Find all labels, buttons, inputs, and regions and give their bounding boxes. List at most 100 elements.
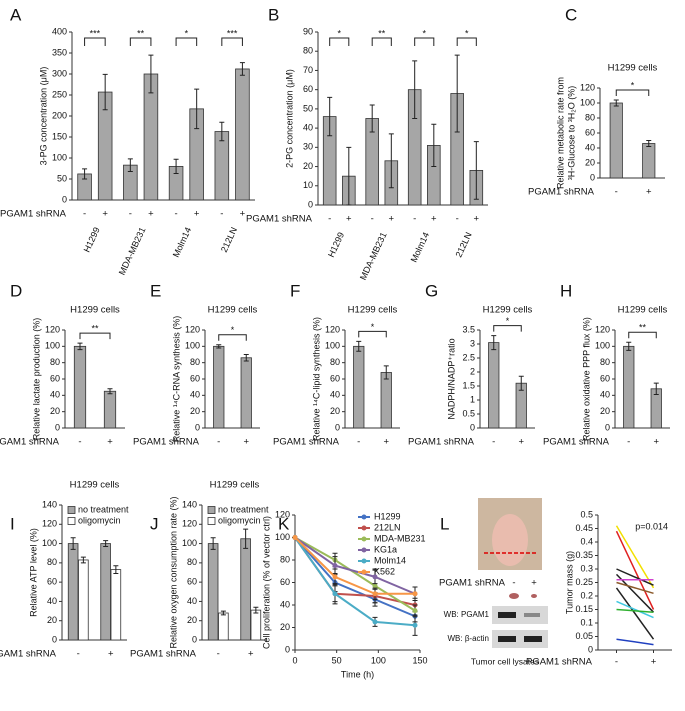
category-label: H1299: [82, 226, 102, 254]
error-bar: [327, 96, 333, 137]
sign-label: +: [248, 649, 254, 660]
x-axis-label: Time (h): [341, 669, 374, 679]
y-tick-label: 120: [325, 324, 340, 334]
y-tick-label: 0: [55, 422, 60, 432]
condition-label: PGAM1 shRNA: [246, 214, 313, 225]
error-bar: [388, 133, 394, 189]
y-tick-label: 40: [303, 122, 313, 132]
y-tick-label: 80: [190, 357, 200, 367]
significance-label: *: [422, 28, 426, 38]
y-tick-label: 2: [470, 366, 475, 376]
bar: [103, 390, 117, 429]
error-bar: [491, 335, 497, 351]
x-tick-label: 50: [332, 655, 342, 665]
sign-label: -: [83, 209, 86, 220]
bar: [207, 543, 219, 641]
y-tick-label: 80: [187, 557, 197, 567]
significance-bracket: [371, 37, 392, 46]
sign-label: -: [492, 437, 495, 448]
panel-letter: K: [278, 514, 290, 533]
condition-label: PGAM1 shRNA: [130, 649, 197, 660]
y-tick-label: 0.2: [580, 590, 593, 600]
sign-label: +: [194, 209, 200, 220]
y-tick-label: 40: [190, 390, 200, 400]
y-tick-label: 40: [280, 599, 290, 609]
blot-band: [498, 636, 516, 642]
error-bar: [77, 342, 83, 351]
panel-title: H1299 cells: [210, 480, 260, 491]
error-bar: [454, 54, 460, 133]
panel-title: H1299 cells: [70, 305, 120, 316]
significance-bracket: [175, 37, 198, 46]
legend-marker: [361, 514, 367, 520]
y-tick-label: 120: [182, 519, 197, 529]
legend-label: K562: [374, 566, 395, 576]
sign-label: -: [217, 649, 220, 660]
pair-line: [615, 525, 655, 589]
y-axis-label: Relative ¹⁴C-lipid synthesis (%): [311, 317, 321, 441]
significance-bracket: [628, 331, 657, 339]
condition-label: PGAM1 shRNA: [528, 187, 595, 198]
error-bar: [243, 354, 249, 362]
y-axis-label: Tumor mass (g): [564, 551, 574, 614]
significance-bracket: [79, 332, 111, 340]
y-axis-label: Cell proliferation (% of vector ctrl): [261, 516, 271, 649]
significance-bracket: [493, 325, 522, 332]
sign-label: +: [102, 209, 108, 220]
y-tick-label: 50: [57, 173, 67, 183]
panel-letter: J: [150, 514, 159, 533]
sign-label: +: [474, 214, 480, 225]
pair-line: [615, 587, 655, 640]
legend-label: MDA-MB231: [374, 533, 426, 543]
panel-letter: E: [150, 281, 161, 300]
pair-line: [615, 530, 655, 610]
y-tick-label: 20: [585, 157, 595, 167]
bar: [218, 612, 229, 641]
pair-line: [615, 573, 655, 613]
tumor: [531, 594, 537, 598]
y-tick-label: 80: [585, 112, 595, 122]
condition-label: PGAM1 shRNA: [0, 649, 57, 660]
sign-label: +: [148, 209, 154, 220]
blot: [492, 606, 548, 624]
error-bar: [243, 528, 249, 549]
marker: [372, 591, 378, 597]
series-line: [294, 536, 416, 595]
y-tick-label: 60: [280, 577, 290, 587]
legend-marker: [361, 525, 367, 531]
panel-letter: B: [268, 5, 279, 24]
y-axis-label: Relative oxidative PPP flux (%): [581, 317, 591, 441]
sign-label: -: [371, 214, 374, 225]
significance-label: **: [639, 323, 647, 333]
blot: [492, 630, 548, 648]
error-bar: [431, 123, 437, 168]
y-tick-label: 60: [47, 577, 57, 587]
y-tick-label: 60: [187, 577, 197, 587]
y-tick-label: 80: [47, 557, 57, 567]
marker: [332, 591, 338, 597]
condition-label: PGAM1 shRNA: [408, 437, 475, 448]
y-tick-label: 120: [580, 82, 595, 92]
y-tick-label: 100: [595, 341, 610, 351]
sign-label: -: [328, 214, 331, 225]
series-line: [294, 536, 415, 595]
y-tick-label: 120: [595, 324, 610, 334]
significance-label: *: [231, 325, 235, 335]
pair-line: [616, 608, 654, 613]
error-bar: [383, 365, 389, 380]
error-bar: [103, 540, 109, 547]
error-bar: [239, 62, 245, 76]
y-tick-label: 0: [195, 422, 200, 432]
category-label: MDA-MB231: [117, 226, 148, 277]
legend-label: H1299: [374, 511, 401, 521]
y-tick-label: 0.5: [462, 408, 475, 418]
significance-bracket: [456, 37, 477, 46]
panel-letter: G: [425, 281, 438, 300]
error-bar: [102, 73, 108, 111]
y-tick-label: 0.45: [575, 523, 593, 533]
marker: [372, 619, 378, 625]
y-tick-label: 3.5: [462, 324, 475, 334]
significance-bracket: [218, 334, 247, 341]
error-bar: [346, 146, 352, 206]
